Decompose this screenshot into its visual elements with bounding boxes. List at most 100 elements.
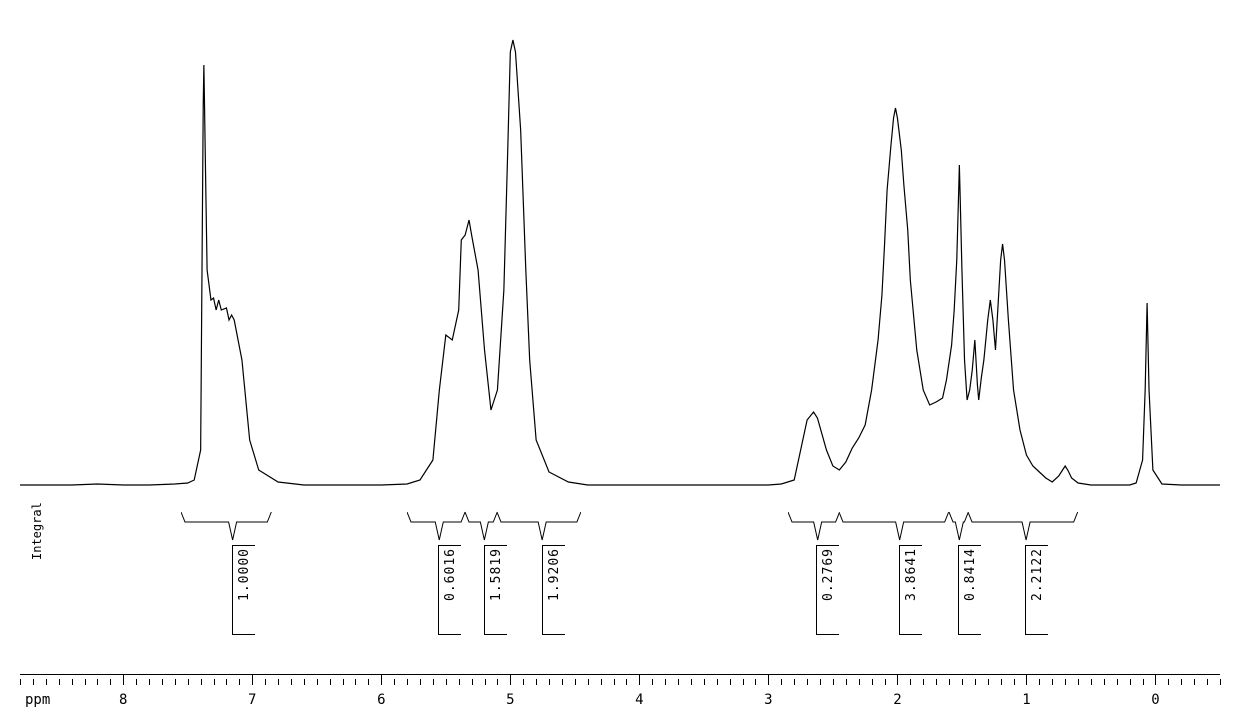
integral-value-box: 1.0000 bbox=[232, 545, 255, 635]
minor-tick bbox=[1001, 679, 1002, 685]
minor-tick bbox=[175, 679, 176, 685]
tick-label: 2 bbox=[893, 692, 901, 708]
minor-tick bbox=[97, 679, 98, 685]
minor-tick bbox=[343, 679, 344, 685]
integral-bracket bbox=[465, 510, 497, 542]
minor-tick bbox=[59, 679, 60, 685]
minor-tick bbox=[394, 679, 395, 685]
minor-tick bbox=[188, 679, 189, 685]
minor-tick bbox=[355, 679, 356, 685]
integral-value-box: 0.2769 bbox=[816, 545, 839, 635]
spectrum-trace bbox=[20, 40, 1220, 485]
integral-value-box: 2.2122 bbox=[1025, 545, 1048, 635]
minor-tick bbox=[885, 679, 886, 685]
minor-tick bbox=[523, 679, 524, 685]
minor-tick bbox=[588, 679, 589, 685]
minor-tick bbox=[459, 679, 460, 685]
minor-tick bbox=[485, 679, 486, 685]
minor-tick bbox=[1207, 679, 1208, 685]
minor-tick bbox=[988, 679, 989, 685]
integral-bracket bbox=[407, 510, 465, 542]
minor-tick bbox=[162, 679, 163, 685]
major-tick bbox=[639, 675, 640, 685]
minor-tick bbox=[330, 679, 331, 685]
minor-tick bbox=[859, 679, 860, 685]
integral-value: 0.2769 bbox=[821, 548, 836, 601]
minor-tick bbox=[265, 679, 266, 685]
minor-tick bbox=[652, 679, 653, 685]
minor-tick bbox=[1168, 679, 1169, 685]
minor-tick bbox=[1181, 679, 1182, 685]
minor-tick bbox=[665, 679, 666, 685]
minor-tick bbox=[291, 679, 292, 685]
tick-label: 5 bbox=[506, 692, 514, 708]
minor-tick bbox=[549, 679, 550, 685]
x-axis: ppm 012345678 bbox=[20, 670, 1220, 720]
major-tick bbox=[1155, 675, 1156, 685]
minor-tick bbox=[872, 679, 873, 685]
minor-tick bbox=[936, 679, 937, 685]
integral-bracket bbox=[949, 510, 968, 542]
minor-tick bbox=[910, 679, 911, 685]
minor-tick bbox=[1130, 679, 1131, 685]
ppm-label: ppm bbox=[25, 692, 50, 708]
major-tick bbox=[897, 675, 898, 685]
minor-tick bbox=[846, 679, 847, 685]
minor-tick bbox=[136, 679, 137, 685]
minor-tick bbox=[975, 679, 976, 685]
minor-tick bbox=[20, 679, 21, 685]
minor-tick bbox=[1091, 679, 1092, 685]
minor-tick bbox=[1014, 679, 1015, 685]
minor-tick bbox=[923, 679, 924, 685]
minor-tick bbox=[717, 679, 718, 685]
minor-tick bbox=[781, 679, 782, 685]
minor-tick bbox=[304, 679, 305, 685]
major-tick bbox=[1026, 675, 1027, 685]
minor-tick bbox=[678, 679, 679, 685]
spectrum-svg bbox=[20, 10, 1220, 510]
integral-value: 0.6016 bbox=[443, 548, 458, 601]
minor-tick bbox=[46, 679, 47, 685]
minor-tick bbox=[278, 679, 279, 685]
integral-value-box: 0.6016 bbox=[438, 545, 461, 635]
major-tick bbox=[768, 675, 769, 685]
minor-tick bbox=[601, 679, 602, 685]
integral-bracket bbox=[181, 510, 271, 542]
minor-tick bbox=[614, 679, 615, 685]
minor-tick bbox=[730, 679, 731, 685]
integral-value: 1.5819 bbox=[489, 548, 504, 601]
minor-tick bbox=[1078, 679, 1079, 685]
tick-label: 3 bbox=[764, 692, 772, 708]
spectrum-plot bbox=[20, 10, 1220, 510]
integral-value: 3.8641 bbox=[904, 548, 919, 601]
integral-bracket bbox=[839, 510, 949, 542]
major-tick bbox=[123, 675, 124, 685]
minor-tick bbox=[110, 679, 111, 685]
integral-axis-label: Integral bbox=[30, 502, 44, 560]
axis-line bbox=[20, 674, 1220, 675]
minor-tick bbox=[33, 679, 34, 685]
major-tick bbox=[381, 675, 382, 685]
minor-tick bbox=[1143, 679, 1144, 685]
minor-tick bbox=[1117, 679, 1118, 685]
minor-tick bbox=[794, 679, 795, 685]
minor-tick bbox=[317, 679, 318, 685]
minor-tick bbox=[1104, 679, 1105, 685]
minor-tick bbox=[575, 679, 576, 685]
minor-tick bbox=[949, 679, 950, 685]
minor-tick bbox=[472, 679, 473, 685]
integral-value: 1.9206 bbox=[547, 548, 562, 601]
minor-tick bbox=[226, 679, 227, 685]
integral-value: 0.8414 bbox=[963, 548, 978, 601]
minor-tick bbox=[833, 679, 834, 685]
minor-tick bbox=[1220, 679, 1221, 685]
tick-label: 4 bbox=[635, 692, 643, 708]
minor-tick bbox=[704, 679, 705, 685]
minor-tick bbox=[433, 679, 434, 685]
minor-tick bbox=[562, 679, 563, 685]
integral-bracket bbox=[497, 510, 581, 542]
minor-tick bbox=[497, 679, 498, 685]
minor-tick bbox=[691, 679, 692, 685]
minor-tick bbox=[407, 679, 408, 685]
minor-tick bbox=[72, 679, 73, 685]
